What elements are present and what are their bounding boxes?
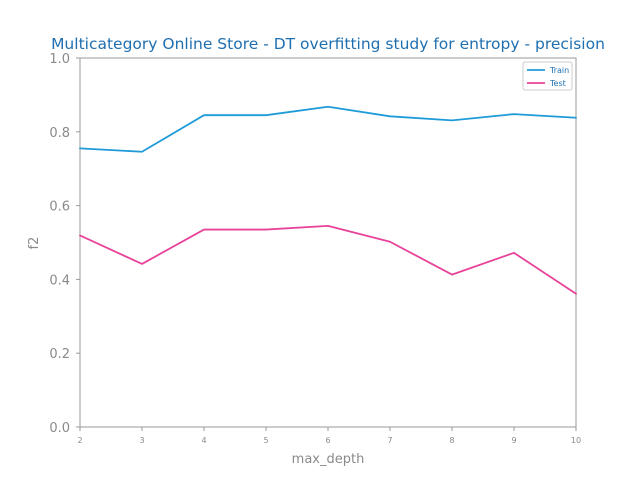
data-point-train (389, 115, 391, 117)
axes (79, 57, 577, 428)
x-tick-label: 2 (77, 436, 82, 445)
legend-label-train: Train (549, 66, 569, 75)
data-point-train (513, 113, 515, 115)
ticks: 2 3 4 5 6 7 8 9 10 0.0 0.2 0.4 0.6 0.8 1.0 (49, 52, 581, 445)
data-point-test (451, 274, 453, 276)
x-tick-label: 9 (511, 436, 516, 445)
data-point-test (141, 263, 143, 265)
data-point-train (451, 119, 453, 121)
x-tick-label: 3 (139, 436, 144, 445)
x-tick-label: 10 (571, 436, 581, 445)
data-point-test (265, 228, 267, 231)
data-point-test (513, 252, 515, 254)
x-tick-label: 4 (201, 436, 206, 445)
x-tick-label: 7 (387, 436, 392, 445)
y-tick-label: 0.4 (49, 273, 70, 288)
y-tick-label: 0.0 (49, 421, 70, 436)
chart-title: Multicategory Online Store - DT overfitt… (51, 35, 605, 53)
x-tick-label: 8 (449, 436, 454, 445)
y-axis-label: f2 (27, 237, 42, 250)
y-tick-label: 0.6 (49, 200, 70, 215)
legend-label-test: Test (549, 79, 566, 88)
y-tick-label: 1.0 (49, 52, 70, 67)
data-point-train (575, 117, 577, 119)
series-line-test (79, 224, 577, 295)
y-tick-label: 0.2 (49, 347, 70, 362)
y-tick-label: 0.8 (49, 126, 70, 141)
x-axis-label: max_depth (292, 452, 365, 467)
data-point-test (327, 225, 329, 227)
data-point-train (265, 114, 267, 116)
data-point-test (575, 293, 577, 295)
x-tick-label: 6 (325, 436, 330, 445)
data-point-test (203, 228, 205, 231)
data-point-train (79, 147, 81, 150)
series-line-train (79, 105, 577, 153)
data-point-train (203, 114, 205, 116)
legend: Train Test (522, 61, 573, 91)
series-lines (79, 105, 577, 295)
plot-frame (79, 57, 577, 428)
x-tick-label: 5 (263, 436, 268, 445)
data-point-test (389, 241, 391, 243)
data-point-train (327, 106, 329, 108)
data-point-test (79, 234, 81, 237)
data-point-train (141, 151, 143, 153)
